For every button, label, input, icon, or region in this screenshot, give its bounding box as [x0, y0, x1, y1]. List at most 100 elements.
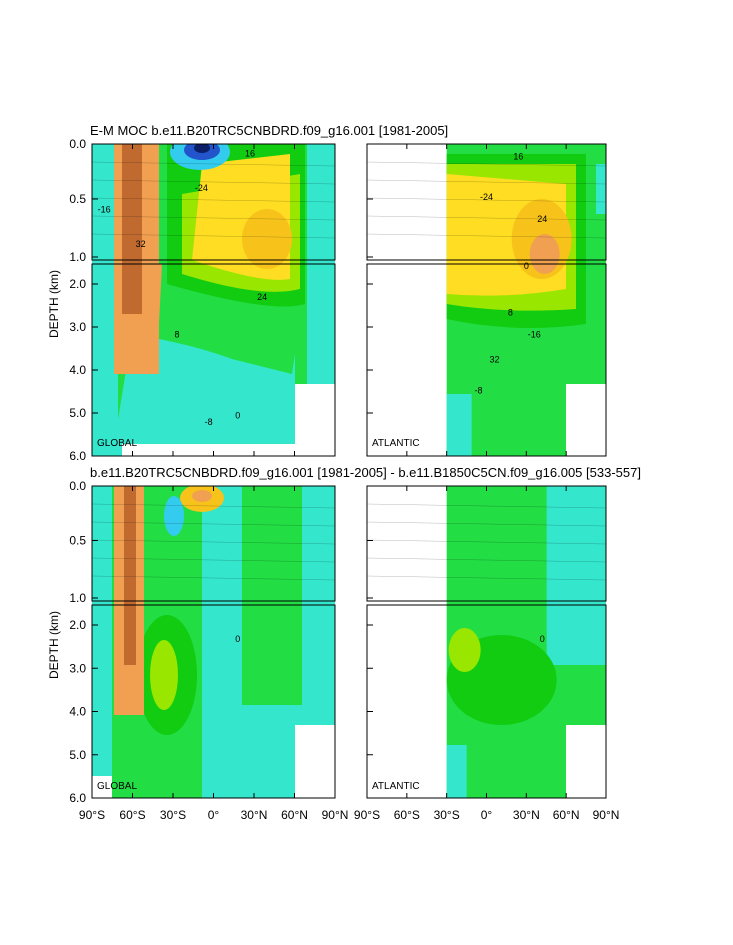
x-tick-label: 30°N	[513, 808, 540, 822]
region-brown	[122, 144, 142, 314]
x-tick-labels: 90°S 60°S 30°S 0° 30°N 60°N 90°N 90°S 60°S 30°S 0°…	[79, 144, 619, 822]
x-tick-label: 30°N	[241, 808, 268, 822]
region-topography	[295, 725, 335, 798]
contour-label: -8	[205, 417, 213, 427]
y-tick-label: 4.0	[69, 363, 86, 377]
region-lightgreen-2	[242, 486, 302, 705]
contour-line	[92, 215, 335, 221]
x-tick-label: 90°S	[354, 808, 380, 822]
x-tick-label: 60°N	[281, 808, 308, 822]
y-tick-label: 0.5	[69, 192, 86, 206]
region-deep-cyan	[446, 745, 467, 798]
contour-line	[92, 521, 335, 527]
basin-label-atlantic-top: ATLANTIC	[372, 438, 420, 449]
basin-label-global-bottom: GLOBAL	[97, 781, 137, 792]
contour-line	[92, 197, 335, 203]
contour-line	[367, 575, 606, 581]
region-orange-small	[192, 490, 212, 502]
y-tick-label: 6.0	[69, 449, 86, 463]
panels-group: 0 8 16 24 32 -8 -16 -24 0.0 0.5 1.0 2.0 3.0 4.0 5.0 6.0…	[69, 137, 607, 805]
region-gold	[242, 209, 292, 269]
contour-line	[92, 503, 335, 509]
contour-line	[367, 215, 606, 221]
top-ylabel: DEPTH (km)	[47, 270, 61, 338]
x-tick-label: 60°S	[394, 808, 420, 822]
contour-label: 0	[235, 634, 240, 644]
y-tick-label: 5.0	[69, 406, 86, 420]
contour-label: -16	[528, 329, 541, 339]
bottom-ylabel: DEPTH (km)	[47, 611, 61, 679]
region-topography-sw	[92, 776, 112, 798]
contour-line	[367, 557, 606, 563]
region-deep-cyan	[446, 394, 472, 456]
y-tick-label: 0.0	[69, 137, 86, 151]
contour-label: 16	[245, 148, 255, 158]
contour-line	[367, 161, 606, 167]
contour-line	[367, 179, 606, 185]
region-topography	[566, 725, 606, 798]
contour-label: 8	[508, 308, 513, 318]
contour-line	[367, 539, 606, 545]
contour-line	[367, 197, 606, 203]
y-tick-label: 3.0	[69, 661, 86, 675]
y-tick-label: 2.0	[69, 618, 86, 632]
region-topography-bottom	[122, 444, 335, 456]
x-tick-label: 0°	[208, 808, 220, 822]
contour-line	[92, 161, 335, 167]
region-lime	[448, 628, 481, 672]
region-topography	[566, 384, 606, 456]
basin-label-global-top: GLOBAL	[97, 438, 137, 449]
contour-label: 32	[136, 239, 146, 249]
y-tick-label: 0.5	[69, 534, 86, 548]
x-tick-label: 90°N	[322, 808, 349, 822]
contour-line	[92, 233, 335, 239]
region-north-cyan	[596, 164, 606, 214]
contour-label: -8	[475, 386, 483, 396]
y-tick-label: 5.0	[69, 748, 86, 762]
contour-label: 0	[540, 634, 545, 644]
x-tick-label: 60°N	[553, 808, 580, 822]
contour-label: 32	[489, 354, 499, 364]
y-tick-label: 2.0	[69, 277, 86, 291]
y-tick-label: 3.0	[69, 320, 86, 334]
panel-0-0: 0 8 16 24 32 -8 -16 -24 0.0 0.5 1.0 2.0 3.0 4.0 5.0 6.0	[69, 137, 336, 463]
y-tick-label: 1.0	[69, 591, 86, 605]
top-title: E-M MOC b.e11.B20TRC5CNBDRD.f09_g16.001 …	[90, 123, 448, 138]
x-tick-label: 60°S	[119, 808, 145, 822]
contour-line	[367, 503, 606, 509]
contour-line	[92, 539, 335, 545]
contour-fill: 0 8 16 24 32 -8 -16 -24	[92, 144, 335, 456]
region-navy	[194, 144, 210, 153]
y-tick-label: 4.0	[69, 705, 86, 719]
region-brown	[124, 486, 136, 665]
x-tick-label: 30°S	[434, 808, 460, 822]
contour-fill: 0	[367, 486, 606, 798]
y-tick-label: 1.0	[69, 250, 86, 264]
contour-fill: 0 8 16 24 32 -8 -16 -24	[367, 144, 606, 456]
x-tick-label: 90°S	[79, 808, 105, 822]
y-tick-label: 0.0	[69, 479, 86, 493]
basin-label-atlantic-bottom: ATLANTIC	[372, 781, 420, 792]
region-skyblue	[164, 496, 184, 536]
contour-label: -16	[98, 205, 111, 215]
contour-label: 8	[175, 329, 180, 339]
contour-label: 24	[537, 214, 547, 224]
region-lime	[150, 640, 178, 710]
contour-line	[92, 179, 335, 185]
contour-line	[367, 521, 606, 527]
contour-line	[92, 557, 335, 563]
x-tick-label: 0°	[481, 808, 493, 822]
region-cyan	[546, 486, 606, 665]
region-south-cyan	[92, 144, 118, 456]
bottom-title: b.e11.B20TRC5CNBDRD.f09_g16.001 [1981-20…	[90, 465, 641, 480]
contour-fill: 0	[92, 486, 335, 798]
region-orange	[529, 234, 560, 274]
x-tick-label: 90°N	[593, 808, 620, 822]
contour-label: 0	[235, 411, 240, 421]
contour-label: 0	[524, 261, 529, 271]
contour-line	[92, 575, 335, 581]
x-tick-label: 30°S	[160, 808, 186, 822]
panel-1-0: 0 0.0 0.5 1.0 2.0 3.0 4.0 5.0 6.0	[69, 479, 336, 805]
contour-line	[367, 233, 606, 239]
